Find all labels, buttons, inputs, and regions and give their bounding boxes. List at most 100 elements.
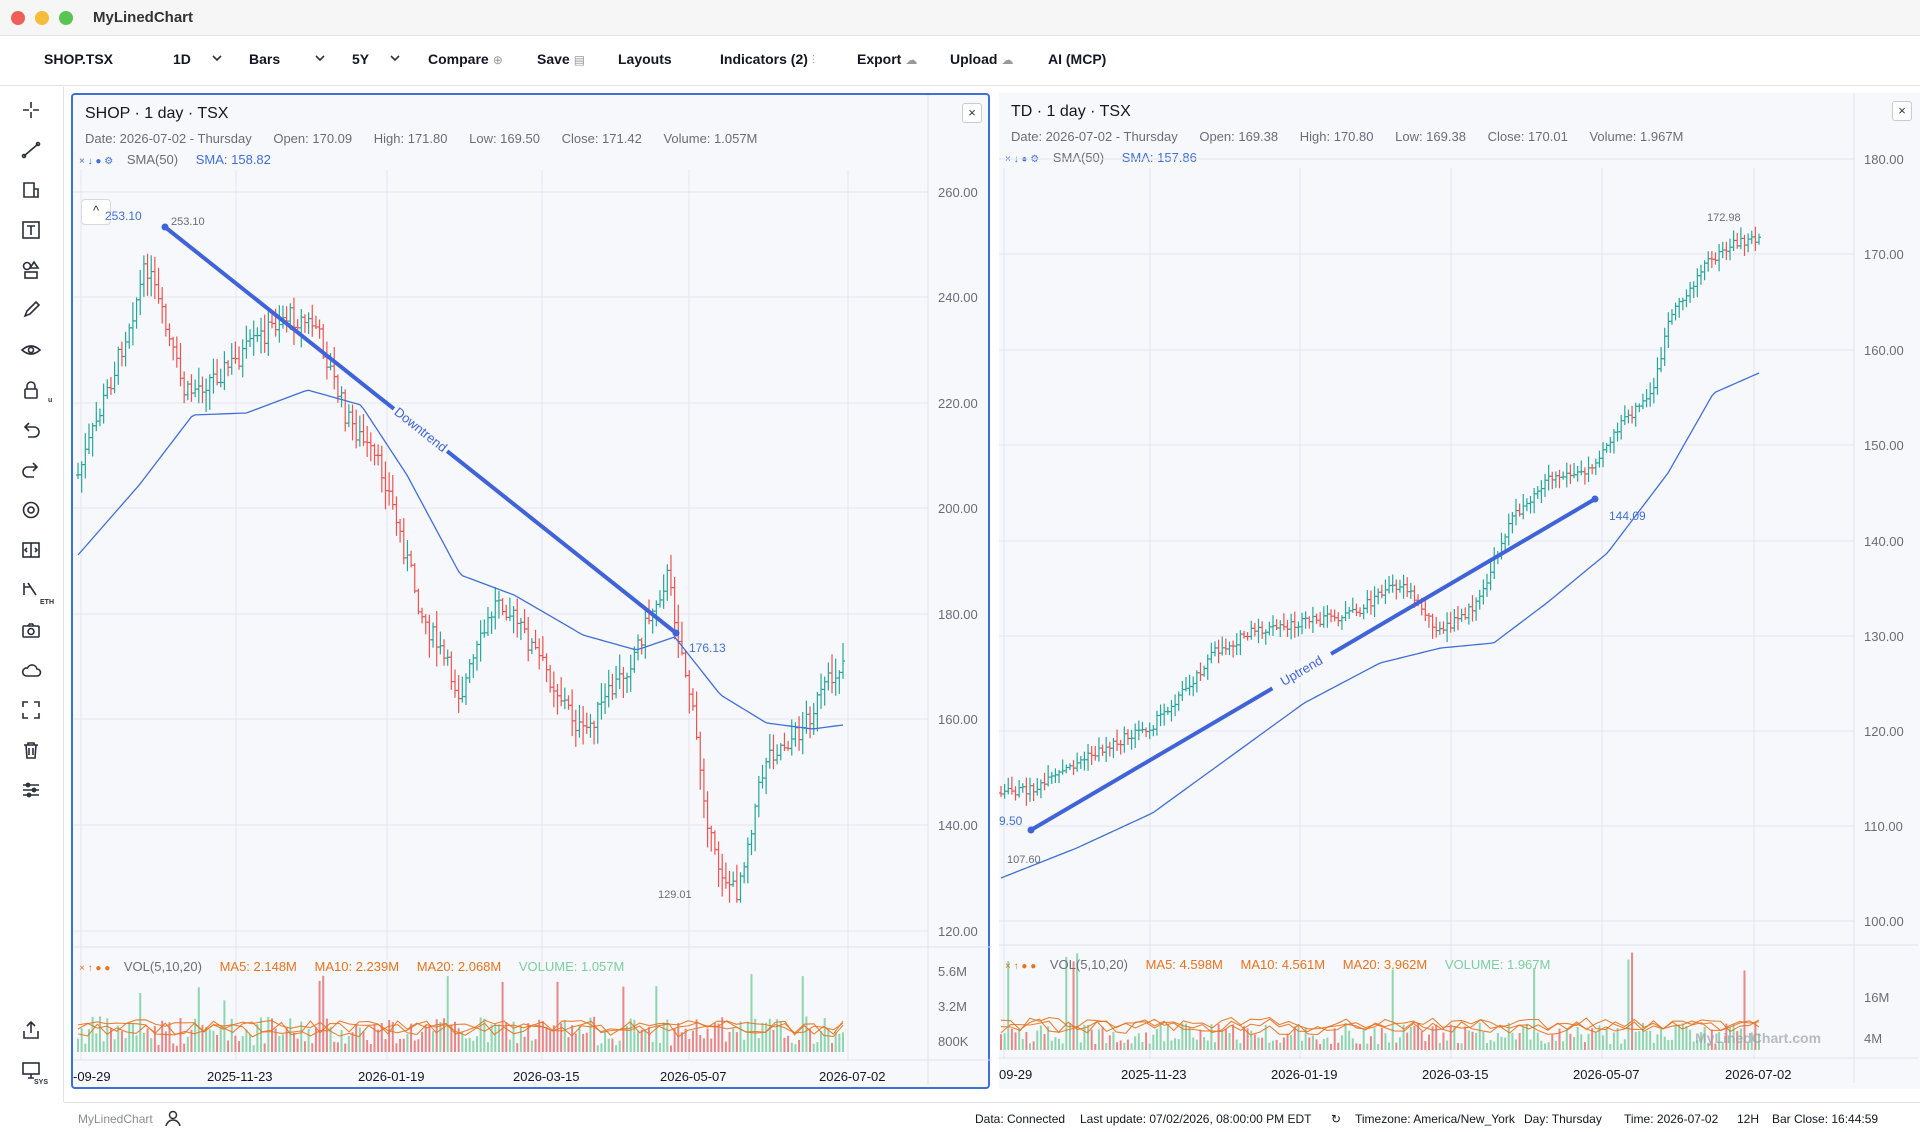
volume-bar [1743, 970, 1746, 1050]
maximize-window-button[interactable] [59, 10, 73, 25]
volume-bar [340, 1030, 343, 1052]
volume-bar [809, 1029, 812, 1052]
compare-button[interactable]: Compare ⊕ [428, 51, 503, 67]
sliders-icon[interactable] [18, 777, 44, 803]
price-bar [354, 409, 359, 449]
volume-bar [106, 1018, 109, 1052]
sma-controls[interactable]: × ↓ ● ⚙ [79, 156, 114, 167]
status-timezone[interactable]: Timezone: America/New_York [1355, 1112, 1515, 1126]
date-tick-label: 2026-07-02 [819, 1069, 886, 1084]
sma-value: SMA: 157.86 [1121, 150, 1197, 165]
vol-ma5: MA5: 4.598M [1145, 957, 1223, 972]
volume-bar [285, 1027, 288, 1052]
close-pane-button[interactable]: × [962, 103, 982, 123]
volume-bar [746, 1021, 749, 1052]
volume-bar [1108, 1035, 1111, 1050]
vol-controls[interactable]: × ↑ ● ● [1005, 961, 1037, 972]
brush-icon[interactable] [18, 297, 44, 323]
volume-ma-line [1000, 1016, 1760, 1032]
crosshair-icon[interactable] [18, 97, 44, 123]
price-bar [1031, 783, 1036, 802]
eye-icon[interactable] [18, 337, 44, 363]
price-bar [1046, 765, 1051, 787]
price-bar [595, 701, 600, 744]
price-bar [1757, 233, 1761, 245]
export-label: Export [857, 51, 902, 67]
close-window-button[interactable] [11, 10, 25, 25]
compare-icon: ⊕ [492, 53, 503, 67]
price-bar [306, 312, 311, 334]
chevron-down-icon[interactable] [390, 53, 400, 63]
save-button[interactable]: Save ▤ [537, 51, 585, 67]
price-bar [1238, 630, 1243, 656]
volume-bar [227, 1040, 230, 1052]
range-selector[interactable]: 5Y [352, 51, 370, 67]
price-chart-td[interactable]: 180.00 170.00 160.00 150.00 140.00 130.00 120.… [999, 93, 1920, 1089]
indicators-label: Indicators (2) [720, 51, 808, 67]
volume-bar [164, 1031, 167, 1052]
cloud-icon[interactable] [18, 657, 44, 683]
price-bar [1503, 533, 1508, 551]
upload-button[interactable]: Upload ☁ [950, 51, 1013, 67]
close-pane-button[interactable]: × [1892, 101, 1912, 121]
ohlc-low: Low: 169.50 [469, 131, 540, 146]
price-bar [1488, 560, 1493, 591]
price-bar [1187, 674, 1192, 696]
vol-ma20: MA20: 3.962M [1342, 957, 1428, 972]
interval-selector[interactable]: 1D [173, 51, 191, 67]
shapes-icon[interactable] [18, 257, 44, 283]
price-bar [1742, 234, 1747, 256]
lock-icon[interactable] [18, 377, 44, 403]
price-bar [207, 374, 212, 410]
layouts-button[interactable]: Layouts [618, 51, 672, 67]
chart-pane-shop[interactable]: SHOP · 1 day · TSX Date: 2026-07-02 - Th… [71, 93, 992, 1091]
price-bar [1303, 611, 1308, 629]
sma-legend: × ↓ ● ⚙ SMA(50) SMA: 158.82 [79, 152, 271, 167]
sys-icon[interactable] [18, 1057, 44, 1083]
price-bar [1125, 729, 1130, 745]
refresh-icon[interactable]: ↻ [1331, 1112, 1342, 1126]
price-bar [1329, 609, 1334, 623]
eth-icon[interactable] [18, 577, 44, 603]
chart-pane-td[interactable]: TD · 1 day · TSX Date: 2026-07-02 - Thur… [999, 93, 1920, 1089]
date-tick-label: 2026-05-07 [1573, 1067, 1640, 1082]
fullscreen-icon[interactable] [18, 697, 44, 723]
price-chart-shop[interactable]: 260.00 240.00 220.00 200.00 180.00 160.00 140.… [73, 95, 992, 1091]
price-bar [1006, 777, 1011, 795]
user-icon[interactable] [164, 1109, 182, 1127]
minimize-window-button[interactable] [35, 10, 49, 25]
price-bar [1579, 460, 1584, 476]
volume-bar [633, 1019, 636, 1052]
undo-icon[interactable] [18, 417, 44, 443]
indicators-button[interactable]: Indicators (2) ⫶ [720, 51, 815, 68]
volume-bar [347, 1036, 350, 1052]
text-icon[interactable] [18, 217, 44, 243]
measure-icon[interactable] [18, 537, 44, 563]
camera-icon[interactable] [18, 617, 44, 643]
chevron-down-icon[interactable] [315, 53, 325, 63]
price-bar [1133, 723, 1138, 749]
price-bar [789, 719, 794, 756]
chevron-down-icon[interactable] [212, 53, 222, 63]
volume-bar [1130, 1043, 1133, 1050]
redo-icon[interactable] [18, 457, 44, 483]
price-bar [1365, 590, 1370, 614]
export-button[interactable]: Export ☁ [857, 51, 917, 67]
share-icon[interactable] [18, 1017, 44, 1043]
price-bar [189, 374, 194, 402]
status-hours[interactable]: 12H [1737, 1112, 1760, 1126]
symbol-selector[interactable]: SHOP.TSX [44, 51, 113, 67]
chart-type-selector[interactable]: Bars [249, 51, 281, 67]
volume-bar [1747, 1042, 1750, 1050]
trash-icon[interactable] [18, 737, 44, 763]
price-bar [694, 691, 699, 740]
volume-bar [1192, 1037, 1195, 1050]
price-bar [1426, 613, 1431, 628]
fib-icon[interactable] [18, 177, 44, 203]
vol-controls[interactable]: × ↑ ● ● [79, 963, 111, 974]
price-bar [1684, 289, 1689, 308]
volume-bar [1515, 1039, 1518, 1050]
trendline-icon[interactable] [18, 137, 44, 163]
settings-icon[interactable] [18, 497, 44, 523]
ai-mcp-button[interactable]: AI (MCP) [1048, 51, 1107, 67]
